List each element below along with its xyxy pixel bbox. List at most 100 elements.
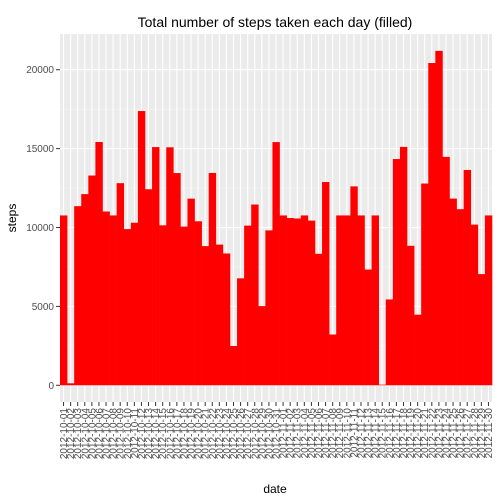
x-tick-label: 2012-11-07 xyxy=(321,408,332,459)
x-tick-label: 2012-10-29 xyxy=(257,408,268,460)
bar-2012-11-15 xyxy=(378,384,387,386)
x-tick-label: 2012-10-18 xyxy=(179,408,190,460)
bar-2012-11-11 xyxy=(350,186,358,386)
x-tick-label: 2012-10-09 xyxy=(116,408,127,460)
x-tick-label: 2012-10-26 xyxy=(236,408,247,460)
bar-2012-10-26 xyxy=(237,278,245,386)
bar-2012-11-16 xyxy=(385,299,394,386)
bar-2012-11-30 xyxy=(484,215,493,386)
x-tick-label: 2012-10-02 xyxy=(66,408,77,460)
bar-2012-10-11 xyxy=(130,222,139,386)
bar-2012-11-01 xyxy=(279,215,287,386)
bar-2012-11-05 xyxy=(307,220,316,386)
y-tick-label: 5000 xyxy=(32,302,55,313)
x-tick-label: 2012-11-03 xyxy=(293,408,304,459)
x-tick-label: 2012-11-27 xyxy=(463,408,474,459)
x-tick-label: 2012-10-17 xyxy=(172,408,183,460)
bar-2012-10-18 xyxy=(180,226,188,386)
bar-2012-10-10 xyxy=(123,229,132,386)
x-tick-label: 2012-11-06 xyxy=(314,408,325,459)
bar-2012-10-30 xyxy=(265,230,273,386)
x-tick-label: 2012-10-11 xyxy=(130,408,141,459)
x-tick-label: 2012-11-04 xyxy=(300,408,311,459)
x-tick-label: 2012-10-23 xyxy=(215,408,226,460)
x-tick-label: 2012-11-09 xyxy=(335,408,346,459)
bar-2012-10-31 xyxy=(272,142,280,386)
x-tick-label: 2012-11-29 xyxy=(477,408,488,459)
x-tick-label: 2012-10-10 xyxy=(123,408,134,460)
bar-2012-11-25 xyxy=(449,198,457,386)
x-tick-label: 2012-11-26 xyxy=(456,408,467,459)
bar-2012-11-23 xyxy=(435,50,443,386)
x-tick-label: 2012-11-10 xyxy=(342,408,353,459)
bar-2012-11-27 xyxy=(463,169,472,386)
bar-2012-11-24 xyxy=(442,156,450,386)
x-tick-label: 2012-11-12 xyxy=(356,408,367,459)
bar-2012-10-20 xyxy=(194,221,202,386)
x-tick-label: 2012-11-18 xyxy=(399,408,410,459)
x-tick-label: 2012-11-14 xyxy=(371,408,382,459)
bar-2012-11-28 xyxy=(470,224,479,386)
x-tick-label: 2012-11-22 xyxy=(427,408,438,459)
bar-2012-10-09 xyxy=(116,183,125,386)
x-tick-label: 2012-10-20 xyxy=(194,408,205,460)
bar-2012-10-08 xyxy=(109,215,117,386)
x-axis: 2012-10-012012-10-022012-10-032012-10-04… xyxy=(59,402,495,459)
x-tick-label: 2012-11-28 xyxy=(470,408,481,459)
x-tick-label: 2012-11-24 xyxy=(441,408,452,459)
x-tick-label: 2012-10-24 xyxy=(222,408,233,460)
bar-2012-11-17 xyxy=(392,159,401,386)
x-tick-label: 2012-10-12 xyxy=(137,408,148,460)
bar-2012-10-12 xyxy=(137,111,146,386)
bar-2012-10-04 xyxy=(81,194,89,386)
bar-2012-10-28 xyxy=(251,204,259,386)
bar-2012-10-15 xyxy=(159,225,167,386)
bar-2012-11-26 xyxy=(456,209,464,386)
bar-2012-10-25 xyxy=(229,345,238,386)
y-axis-title: steps xyxy=(5,204,19,233)
bar-2012-11-06 xyxy=(314,253,323,386)
x-tick-label: 2012-11-25 xyxy=(449,408,460,459)
bar-2012-11-29 xyxy=(477,274,486,386)
x-tick-label: 2012-11-21 xyxy=(420,408,431,459)
bar-2012-11-03 xyxy=(293,218,302,386)
bar-2012-10-03 xyxy=(74,206,82,386)
x-tick-label: 2012-10-03 xyxy=(73,408,84,460)
x-tick-label: 2012-10-06 xyxy=(94,408,105,460)
x-tick-label: 2012-11-02 xyxy=(286,408,297,459)
bar-2012-11-07 xyxy=(322,182,330,386)
x-axis-title: date xyxy=(263,482,287,496)
bar-2012-10-13 xyxy=(144,189,153,386)
bar-2012-10-05 xyxy=(88,175,96,386)
y-tick-label: 10000 xyxy=(26,223,54,234)
x-tick-label: 2012-10-28 xyxy=(250,408,261,460)
x-tick-label: 2012-10-25 xyxy=(229,408,240,460)
x-tick-label: 2012-10-27 xyxy=(243,408,254,460)
x-tick-label: 2012-10-22 xyxy=(208,408,219,460)
x-tick-label: 2012-11-08 xyxy=(328,408,339,459)
bar-2012-10-07 xyxy=(102,211,110,386)
bar-2012-11-18 xyxy=(399,146,408,386)
x-tick-label: 2012-10-31 xyxy=(272,408,283,460)
x-tick-label: 2012-10-04 xyxy=(80,408,91,460)
bar-2012-10-02 xyxy=(67,383,75,386)
x-tick-label: 2012-11-13 xyxy=(364,408,375,459)
y-tick-label: 0 xyxy=(48,381,54,392)
x-tick-label: 2012-10-16 xyxy=(165,408,176,460)
x-tick-label: 2012-10-19 xyxy=(187,408,198,460)
x-tick-label: 2012-10-14 xyxy=(151,408,162,460)
x-tick-label: 2012-11-23 xyxy=(434,408,445,459)
bar-2012-11-09 xyxy=(336,215,344,386)
bar-2012-10-24 xyxy=(222,253,231,386)
x-tick-label: 2012-11-20 xyxy=(413,408,424,459)
x-tick-label: 2012-11-11 xyxy=(349,408,360,458)
bar-2012-11-19 xyxy=(407,245,415,386)
x-tick-label: 2012-10-15 xyxy=(158,408,169,460)
x-tick-label: 2012-11-19 xyxy=(406,408,417,459)
bar-2012-11-14 xyxy=(371,215,379,386)
bar-2012-11-20 xyxy=(414,314,422,386)
bar-2012-11-21 xyxy=(421,183,429,386)
x-tick-label: 2012-11-01 xyxy=(279,408,290,459)
y-tick-label: 15000 xyxy=(26,144,54,155)
bar-2012-10-29 xyxy=(258,306,266,386)
